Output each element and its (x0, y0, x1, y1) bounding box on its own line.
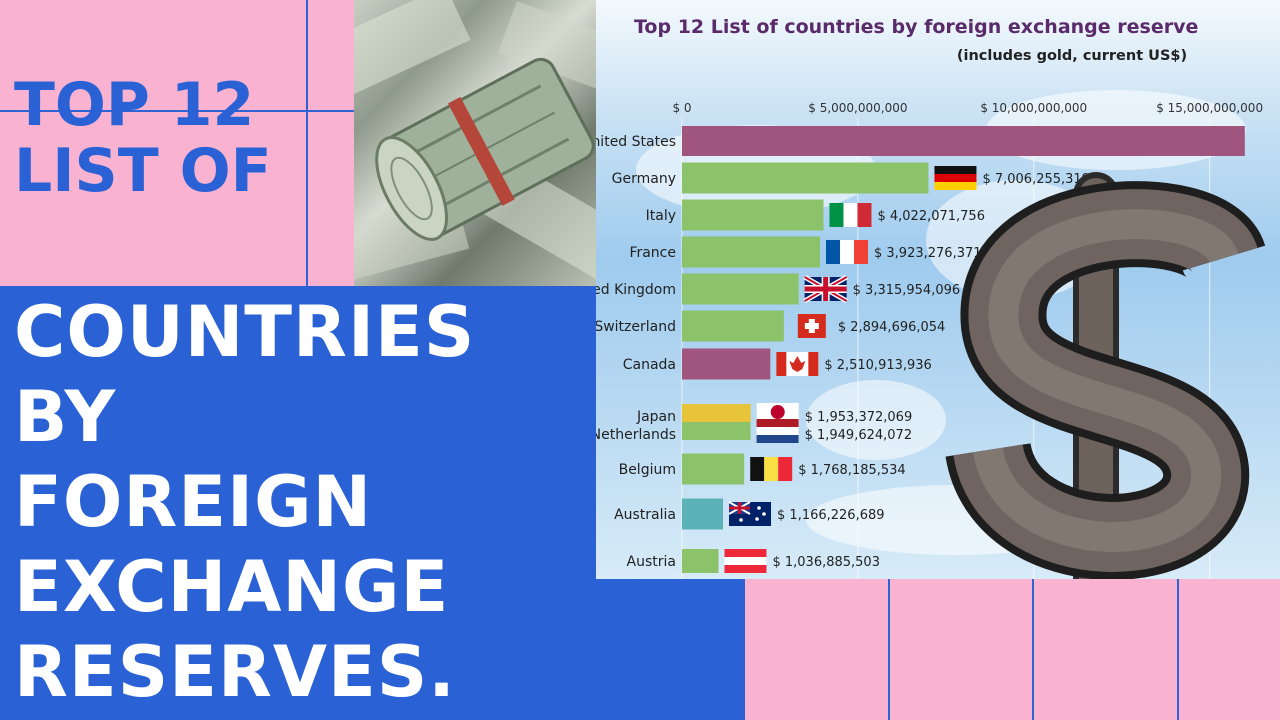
france-flag-icon (826, 240, 869, 264)
bar (682, 273, 799, 305)
category-label: Switzerland (596, 319, 676, 335)
netherlands-flag-icon (756, 419, 799, 443)
bar (682, 453, 745, 485)
headline-line: TOP 12 (14, 70, 255, 140)
value-label: $ 7,006,255,319 (982, 172, 1090, 187)
value-label: $ 1,949,624,072 (805, 428, 913, 443)
category-label: Germany (612, 171, 676, 187)
headline-line: BY (14, 376, 117, 458)
headline-main: COUNTRIES BY FOREIGN EXCHANGE RESERVES. (14, 290, 475, 715)
value-label: $ 3,923,276,371 (874, 246, 982, 261)
chart-subtitle: (includes gold, current US$) (957, 48, 1187, 64)
grid-line (306, 0, 308, 286)
bar (682, 236, 821, 268)
uk-flag-icon (803, 274, 848, 304)
value-label: $ 2,510,913,936 (824, 358, 932, 373)
category-label: Canada (623, 357, 676, 373)
headline-line: RESERVES. (14, 631, 456, 713)
headline-line: FOREIGN (14, 461, 373, 543)
canada-flag-icon (776, 352, 819, 376)
chart-panel: $ 0 $ 5,000,000,000 $ 10,000,000,000 $ 15,0… (596, 0, 1280, 579)
bar (682, 310, 784, 342)
headline-line: LIST OF (14, 136, 272, 206)
grid-line (0, 110, 354, 112)
bar (682, 162, 929, 194)
bar (682, 498, 724, 530)
austria-flag-icon (724, 549, 767, 573)
belgium-flag-icon (750, 457, 793, 481)
category-label: ed Kingdom (596, 282, 676, 298)
category-label: Austria (627, 554, 676, 570)
x-tick-label: $ 15,000,000,000 (1156, 101, 1263, 115)
category-label: nited States (596, 134, 676, 150)
money-roll-photo (354, 0, 596, 286)
grid-line (1177, 579, 1179, 720)
value-label: $ 2,894,696,054 (838, 320, 946, 335)
grid-line (888, 579, 890, 720)
grid-line (1032, 579, 1034, 720)
bar (682, 404, 751, 422)
bar (682, 422, 751, 440)
chart-title: Top 12 List of countries by foreign exch… (634, 16, 1198, 38)
x-tick-label: $ 10,000,000,000 (980, 101, 1087, 115)
money-roll-icon (354, 0, 596, 281)
japan-flag-icon (756, 403, 799, 421)
category-label: France (629, 245, 676, 261)
value-label: $ 1,036,885,503 (772, 555, 880, 570)
x-tick-label: $ 0 (672, 101, 691, 115)
bar (682, 348, 771, 380)
germany-flag-icon (934, 166, 977, 190)
bar (682, 126, 1245, 156)
switzerland-flag-icon (797, 314, 826, 338)
value-label: $ 1,953,372,069 (805, 410, 913, 425)
category-label: Japan (636, 409, 676, 425)
category-label: Australia (614, 507, 676, 523)
x-tick-label: $ 5,000,000,000 (808, 101, 907, 115)
category-label: Belgium (619, 462, 676, 478)
bar-chart: $ 0 $ 5,000,000,000 $ 10,000,000,000 $ 15,0… (596, 16, 1266, 579)
value-label: $ 1,166,226,689 (777, 508, 885, 523)
italy-flag-icon (829, 203, 872, 227)
value-label: $ 1,768,185,534 (798, 463, 906, 478)
value-label: $ 4,022,071,756 (877, 209, 985, 224)
headline-top: TOP 12 LIST OF (14, 72, 272, 204)
value-label: $ 3,315,954,096 (853, 283, 961, 298)
australia-flag-icon (728, 501, 772, 526)
bar (682, 199, 824, 231)
dollar-sign-icon (945, 172, 1266, 579)
headline-line: COUNTRIES (14, 291, 476, 373)
headline-line: EXCHANGE (14, 546, 450, 628)
category-label: Italy (646, 208, 676, 224)
category-label: Netherlands (596, 427, 676, 443)
bar (682, 549, 719, 573)
